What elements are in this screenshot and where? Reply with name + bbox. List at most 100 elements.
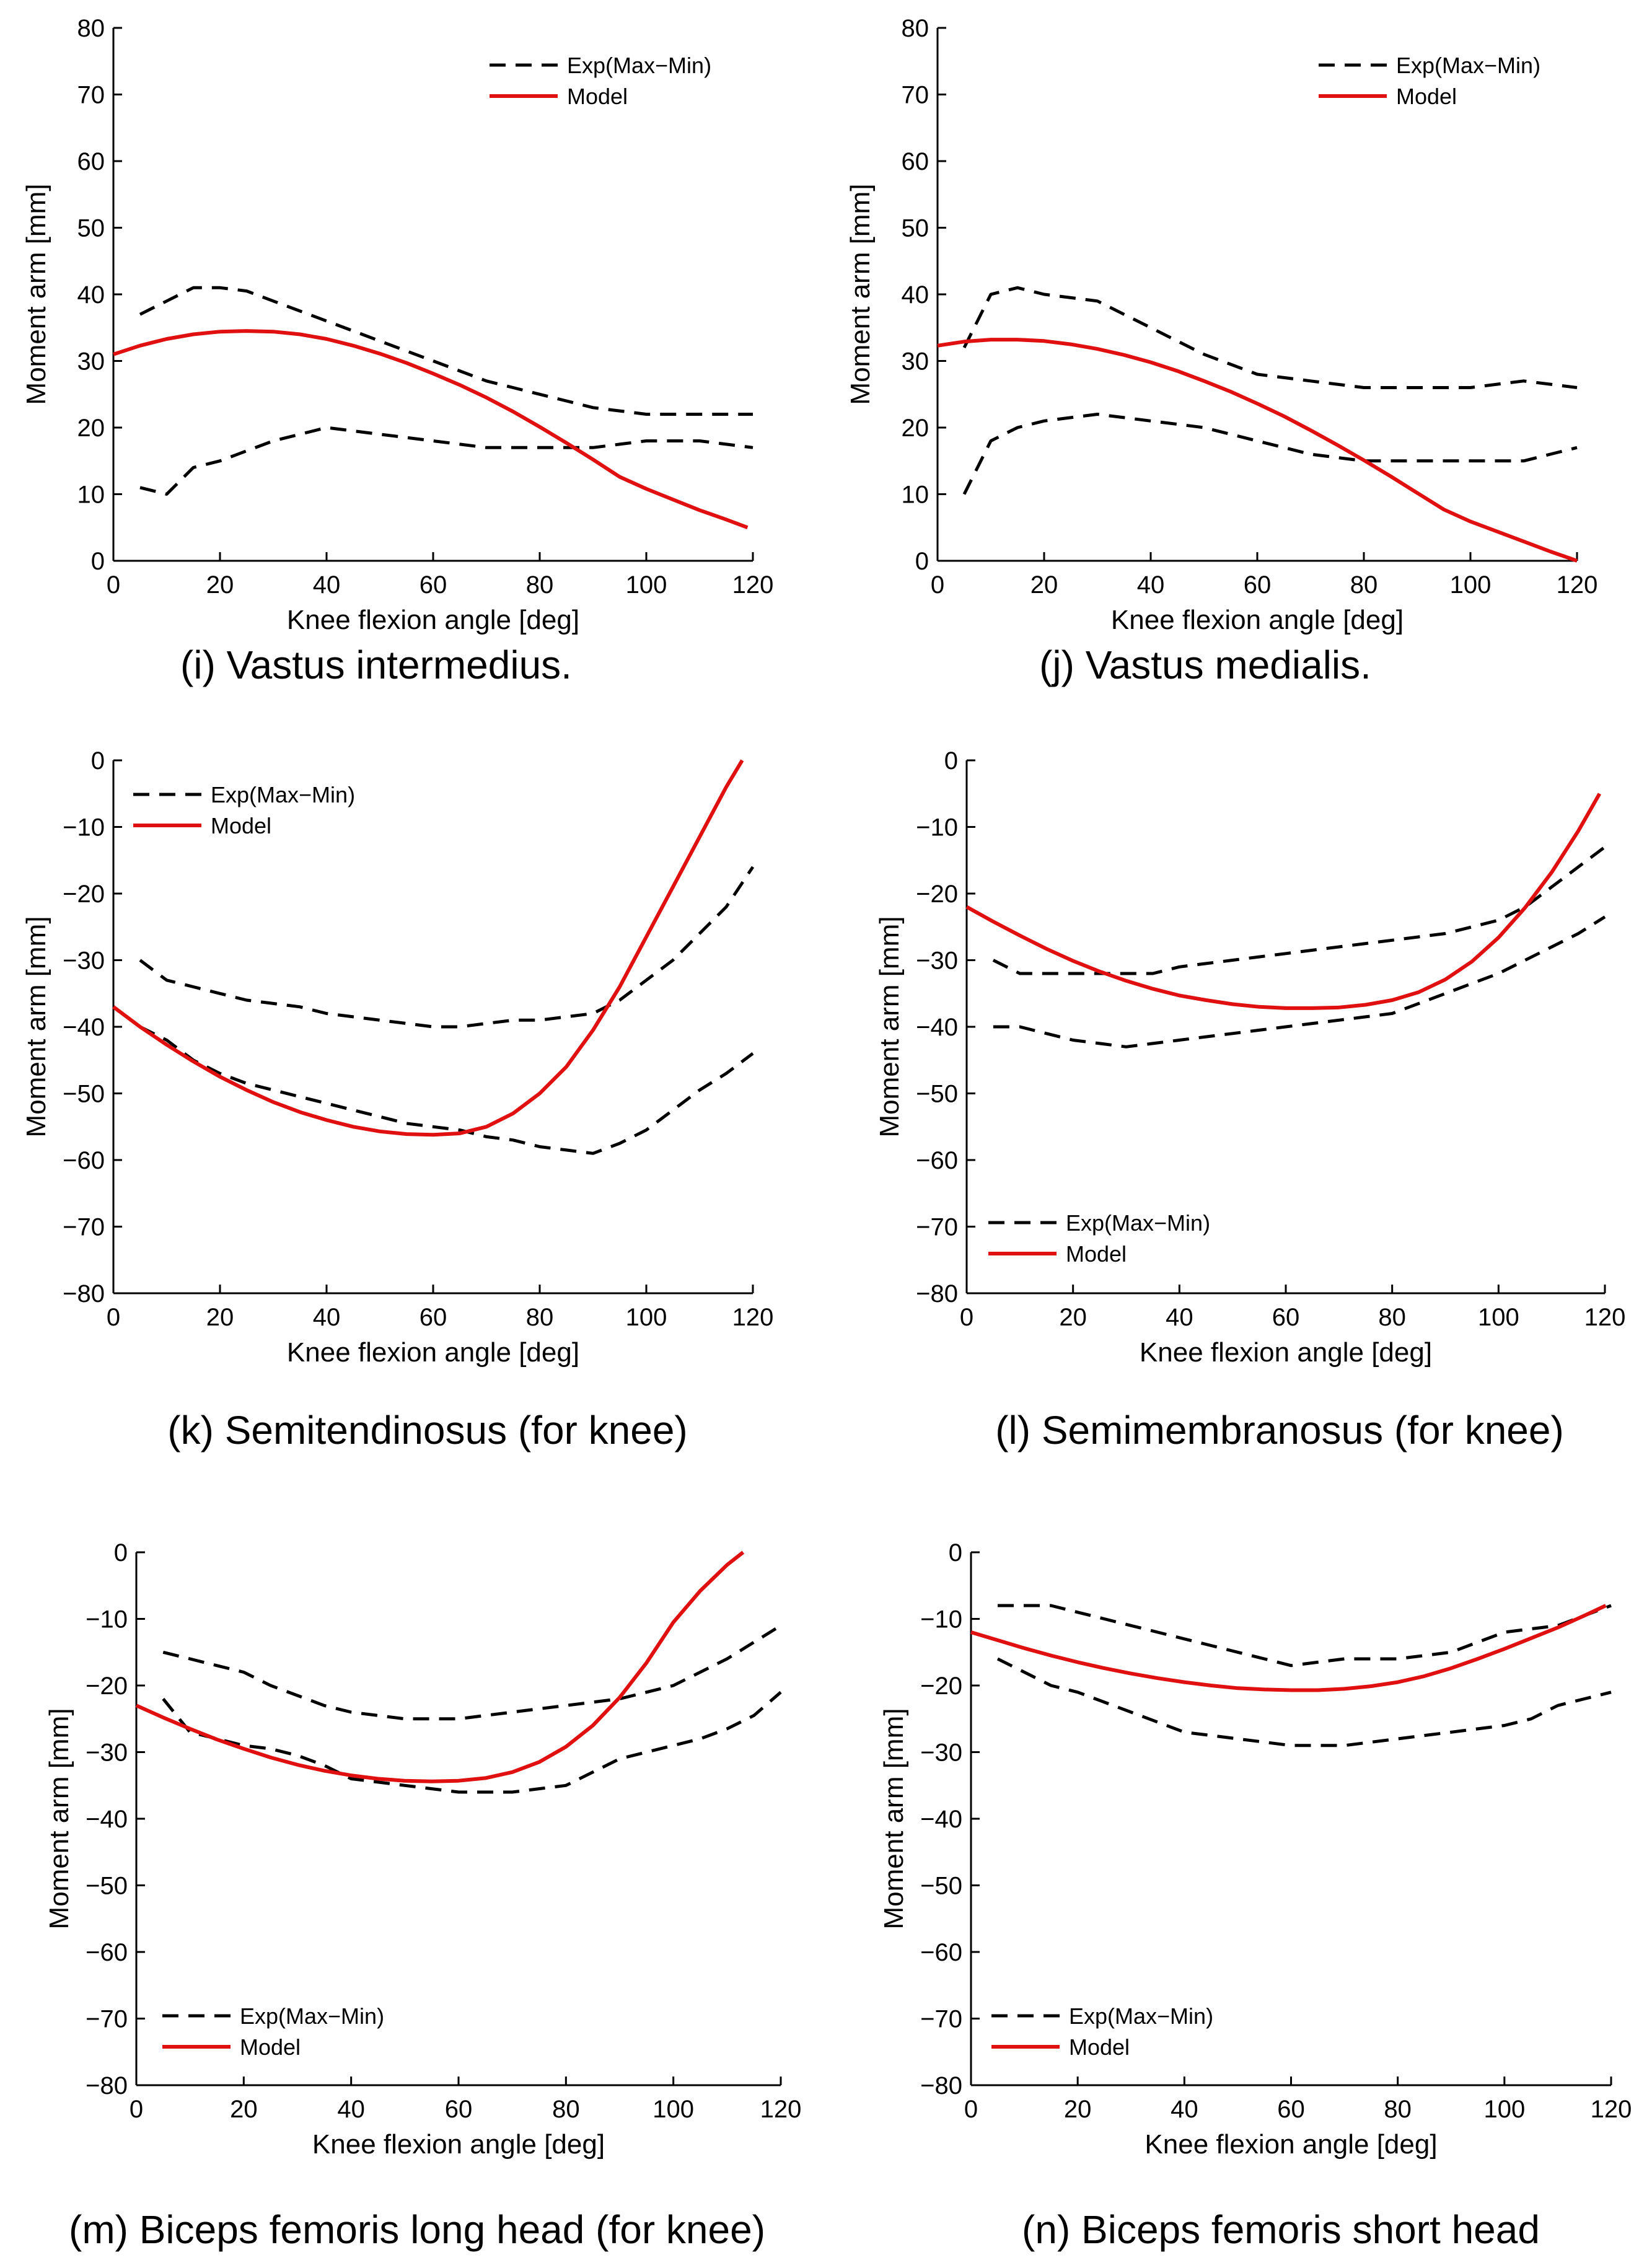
y-tick-label: 0: [91, 548, 105, 575]
y-tick-label: −40: [920, 1806, 962, 1833]
legend-label-model: Model: [240, 2034, 301, 2060]
series-line-exp_min: [162, 1690, 782, 1794]
legend-label-model: Model: [1069, 2034, 1130, 2060]
x-tick-label: 40: [313, 1304, 341, 1331]
y-tick-label: 80: [77, 15, 105, 42]
y-tick-label: −60: [916, 1147, 958, 1174]
series-line-model: [135, 1550, 745, 1783]
legend: Exp(Max−Min) Model: [991, 2003, 1213, 2060]
x-tick-label: 0: [130, 2096, 143, 2123]
legend-label-exp: Exp(Max−Min): [1066, 1210, 1210, 1236]
series-line-model: [113, 329, 749, 530]
series-line-exp_max: [962, 286, 1578, 389]
y-axis-label: Moment arm [mm]: [44, 1708, 74, 1930]
panel-caption: (k) Semitendinosus (for knee): [167, 1408, 687, 1453]
y-tick-label: −40: [86, 1806, 128, 1833]
y-tick-label: −70: [916, 1214, 958, 1241]
panel-caption: (i) Vastus intermedius.: [180, 643, 572, 687]
x-tick-label: 100: [1450, 571, 1492, 599]
legend-label-exp: Exp(Max−Min): [567, 53, 711, 78]
y-axis-label: Moment arm [mm]: [874, 916, 905, 1138]
y-tick-label: −30: [916, 947, 958, 975]
x-axis-label: Knee flexion angle [deg]: [1111, 605, 1404, 635]
legend-label-exp: Exp(Max−Min): [211, 782, 355, 807]
x-tick-label: 120: [732, 571, 774, 599]
x-tick-label: 0: [931, 571, 944, 599]
y-axis-label: Moment arm [mm]: [21, 184, 51, 405]
x-tick-label: 60: [420, 1304, 447, 1331]
legend-label-model: Model: [211, 813, 271, 838]
panel-caption: (n) Biceps femoris short head: [1022, 2207, 1540, 2252]
series-line-exp_max: [998, 1604, 1612, 1668]
legend-label-model: Model: [1396, 84, 1457, 109]
y-tick-label: −10: [916, 814, 958, 842]
x-tick-label: 0: [964, 2096, 978, 2123]
y-tick-label: −40: [916, 1014, 958, 1041]
x-tick-label: 100: [1478, 1304, 1519, 1331]
x-tick-label: 40: [313, 571, 341, 599]
legend: Exp(Max−Min) Model: [133, 782, 355, 838]
y-tick-label: −20: [63, 881, 105, 908]
series-line-model: [965, 793, 1602, 1010]
y-tick-label: 0: [949, 1539, 962, 1567]
y-tick-label: 40: [77, 281, 105, 309]
x-tick-label: 100: [652, 2096, 694, 2123]
series-line-model: [970, 1604, 1607, 1692]
x-axis-label: Knee flexion angle [deg]: [287, 1337, 579, 1368]
legend: Exp(Max−Min) Model: [988, 1210, 1210, 1267]
y-tick-label: −60: [86, 1939, 128, 1966]
series-line-exp_min: [996, 1657, 1612, 1747]
x-tick-label: 20: [1064, 2096, 1092, 2123]
x-tick-label: 100: [626, 571, 667, 599]
x-tick-label: 120: [760, 2096, 802, 2123]
panel-caption: (l) Semimembranosus (for knee): [995, 1408, 1564, 1453]
x-tick-label: 120: [1557, 571, 1598, 599]
x-tick-label: 120: [732, 1304, 774, 1331]
y-tick-label: −50: [86, 1873, 128, 1900]
y-tick-label: 0: [944, 747, 958, 775]
legend-label-model: Model: [1066, 1241, 1127, 1267]
series-line-exp_min: [139, 426, 754, 496]
legend: Exp(Max−Min) Model: [162, 2003, 384, 2060]
panel-l: 0 20 40 60 80 100 120 0 −10 −20 −30 −40 −50 −60 −70 −80…: [874, 747, 1625, 1453]
y-tick-label: 60: [77, 148, 105, 175]
y-tick-label: −60: [920, 1939, 962, 1966]
x-tick-label: 20: [1059, 1304, 1087, 1331]
panel-m: 0 20 40 60 80 100 120 0 −10 −20 −30 −40 −50 −60 −70 −80…: [44, 1539, 801, 2252]
x-tick-label: 40: [1137, 571, 1165, 599]
x-tick-label: 100: [626, 1304, 667, 1331]
y-tick-label: −50: [920, 1873, 962, 1900]
series-line-exp_max: [139, 286, 753, 416]
panel-caption: (m) Biceps femoris long head (for knee): [69, 2207, 765, 2252]
x-tick-label: 120: [1584, 1304, 1626, 1331]
x-axis-label: Knee flexion angle [deg]: [1140, 1337, 1432, 1368]
series-line-model: [112, 759, 744, 1137]
x-tick-label: 60: [1244, 571, 1272, 599]
x-tick-label: 80: [1384, 2096, 1412, 2123]
y-tick-label: −70: [63, 1214, 105, 1241]
series-line-exp_min: [139, 1025, 754, 1155]
y-tick-label: −20: [920, 1672, 962, 1700]
x-tick-label: 100: [1483, 2096, 1525, 2123]
y-tick-label: 20: [902, 415, 929, 442]
series-line-exp_max: [992, 845, 1606, 975]
x-tick-label: 20: [206, 1304, 234, 1331]
x-tick-label: 60: [1272, 1304, 1300, 1331]
y-tick-label: 70: [77, 82, 105, 109]
y-tick-label: −20: [86, 1672, 128, 1700]
panel-n: 0 20 40 60 80 100 120 0 −10 −20 −30 −40 −50 −60 −70 −80…: [879, 1539, 1632, 2252]
y-tick-label: −50: [916, 1081, 958, 1108]
x-tick-label: 80: [1350, 571, 1378, 599]
y-tick-label: −80: [920, 2072, 962, 2099]
x-axis-label: Knee flexion angle [deg]: [312, 2129, 605, 2160]
y-axis-label: Moment arm [mm]: [21, 916, 51, 1138]
x-tick-label: 80: [526, 571, 554, 599]
y-tick-label: 40: [902, 281, 929, 309]
y-tick-label: 20: [77, 415, 105, 442]
series-line-exp_max: [139, 866, 755, 1029]
legend-label-exp: Exp(Max−Min): [1396, 53, 1540, 78]
x-tick-label: 60: [445, 2096, 473, 2123]
y-tick-label: −50: [63, 1081, 105, 1108]
